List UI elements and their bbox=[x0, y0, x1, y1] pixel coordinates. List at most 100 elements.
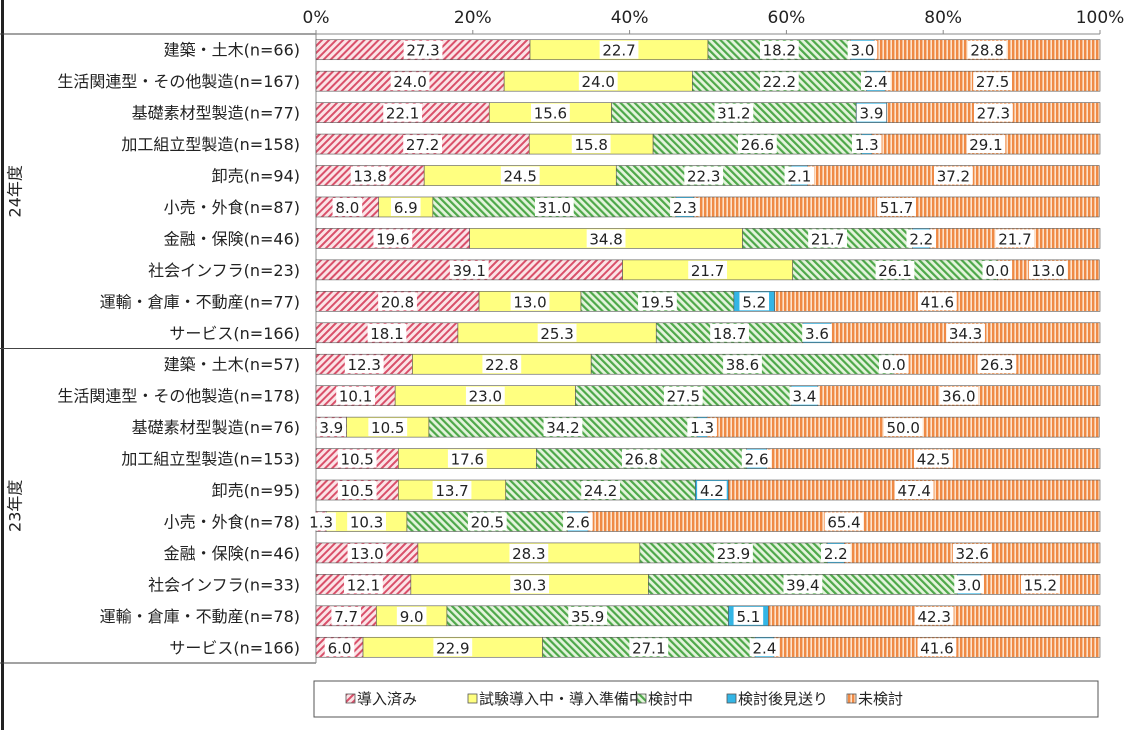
data-label-bg bbox=[332, 197, 363, 216]
data-label: 18.1 bbox=[370, 325, 403, 343]
data-label-bg bbox=[581, 481, 620, 500]
legend-swatch bbox=[636, 693, 647, 704]
data-label: 32.6 bbox=[956, 545, 989, 563]
data-label-bg bbox=[939, 386, 979, 405]
data-label-bg bbox=[741, 449, 772, 468]
x-tick-label: 60% bbox=[768, 8, 806, 28]
data-label-bg bbox=[571, 135, 611, 154]
legend-item: 検討後見送り bbox=[726, 690, 828, 708]
data-label-bg bbox=[350, 166, 390, 185]
bar-row: 22.1 15.6 31.2 3.9 27.3 bbox=[315, 102, 1101, 123]
data-label-bg bbox=[894, 481, 934, 500]
data-label: 41.6 bbox=[920, 639, 953, 657]
data-label: 3.0 bbox=[957, 576, 981, 594]
bar-row: 1.3 10.3 20.5 2.6 65.4 bbox=[306, 511, 1101, 532]
data-label: 21.7 bbox=[998, 230, 1031, 248]
data-label-bg bbox=[621, 449, 661, 468]
data-label-bg bbox=[510, 292, 550, 311]
data-label: 9.0 bbox=[400, 608, 424, 626]
data-label: 15.6 bbox=[534, 105, 567, 123]
data-label-bg bbox=[879, 355, 909, 374]
data-label-bg bbox=[917, 292, 957, 311]
data-label-bg bbox=[714, 103, 754, 122]
legend-label: 検討中 bbox=[648, 690, 693, 708]
data-label: 21.7 bbox=[691, 262, 724, 280]
data-label: 18.7 bbox=[713, 325, 746, 343]
data-label-bg bbox=[347, 543, 387, 562]
data-label-bg bbox=[697, 481, 727, 500]
category-label: 基礎素材型製造(n=77) bbox=[132, 104, 300, 123]
data-label: 15.2 bbox=[1024, 576, 1057, 594]
data-label-bg bbox=[638, 292, 677, 311]
data-label-bg bbox=[759, 40, 799, 59]
category-label: 加工組立型製造(n=158) bbox=[121, 135, 300, 154]
data-label: 65.4 bbox=[827, 513, 860, 531]
data-label: 26.3 bbox=[980, 356, 1013, 374]
data-label-bg bbox=[344, 355, 384, 374]
category-label: サービス(n=166) bbox=[169, 324, 300, 343]
bar-row: 27.2 15.8 26.6 1.3 29.1 bbox=[315, 133, 1101, 155]
data-label: 22.2 bbox=[763, 73, 796, 91]
bar-row: 6.0 22.9 27.1 2.4 41.6 bbox=[315, 636, 1101, 658]
data-label: 31.2 bbox=[717, 105, 750, 123]
data-label: 51.7 bbox=[880, 199, 913, 217]
data-label: 28.8 bbox=[970, 42, 1003, 60]
data-label: 24.2 bbox=[584, 482, 617, 500]
bar-row: 19.6 34.8 21.7 2.2 21.7 bbox=[315, 228, 1101, 249]
bar-row: 20.8 13.0 19.5 5.2 41.6 bbox=[315, 291, 1101, 312]
legend-label: 検討後見送り bbox=[738, 690, 828, 708]
data-label: 17.6 bbox=[451, 451, 484, 469]
data-label-bg bbox=[860, 72, 891, 91]
legend-item: 導入済み bbox=[345, 690, 417, 708]
data-label-bg bbox=[982, 260, 1013, 279]
data-label-bg bbox=[875, 260, 915, 279]
data-label-bg bbox=[973, 72, 1012, 91]
data-label: 31.0 bbox=[538, 199, 571, 217]
data-label-bg bbox=[1021, 575, 1060, 594]
category-label: 生活関連型・その他製造(n=178) bbox=[57, 387, 300, 406]
data-label: 22.8 bbox=[485, 356, 518, 374]
data-label: 12.3 bbox=[348, 356, 381, 374]
data-label: 39.1 bbox=[453, 262, 486, 280]
data-label-bg bbox=[432, 481, 472, 500]
data-label-bg bbox=[465, 386, 505, 405]
data-label: 6.9 bbox=[394, 199, 418, 217]
data-label: 26.6 bbox=[741, 136, 774, 154]
bar-row: 7.7 9.0 35.9 5.1 42.3 bbox=[315, 605, 1101, 627]
data-label-bg bbox=[337, 481, 377, 500]
data-label-bg bbox=[578, 72, 618, 91]
data-label: 29.1 bbox=[969, 136, 1002, 154]
data-label-bg bbox=[403, 135, 443, 154]
data-label: 24.0 bbox=[393, 73, 426, 91]
data-label-bg bbox=[563, 512, 593, 531]
category-label: 金融・保険(n=46) bbox=[164, 544, 300, 563]
data-label-bg bbox=[368, 418, 408, 437]
category-label: 運輸・倉庫・不動産(n=78) bbox=[100, 607, 300, 626]
data-label-bg bbox=[808, 229, 847, 248]
chart-frame: 24年度 23年度 bbox=[0, 0, 316, 730]
data-label-bg bbox=[500, 166, 540, 185]
data-label: 27.1 bbox=[632, 639, 665, 657]
data-label: 39.4 bbox=[786, 576, 819, 594]
data-label-bg bbox=[877, 197, 916, 216]
data-label-bg bbox=[390, 197, 421, 216]
data-label: 13.0 bbox=[513, 293, 546, 311]
data-label-bg bbox=[946, 323, 985, 342]
category-label: 社会インフラ(n=33) bbox=[148, 575, 300, 594]
legend-swatch bbox=[726, 693, 737, 704]
data-label-bg bbox=[433, 638, 473, 657]
data-label: 2.4 bbox=[753, 639, 777, 657]
bar-row: 13.0 28.3 23.9 2.2 32.6 bbox=[315, 542, 1101, 564]
data-label-bg bbox=[543, 418, 583, 437]
data-label: 10.5 bbox=[340, 451, 373, 469]
data-label: 25.3 bbox=[540, 325, 573, 343]
category-label: 運輸・倉庫・不動産(n=77) bbox=[100, 292, 300, 311]
data-label: 27.2 bbox=[406, 136, 439, 154]
data-label-bg bbox=[820, 543, 851, 562]
bar-row: 8.0 6.9 31.0 2.3 51.7 bbox=[315, 196, 1100, 218]
category-label: 加工組立型製造(n=153) bbox=[121, 450, 300, 469]
data-label-bg bbox=[306, 512, 336, 531]
data-label-bg bbox=[447, 449, 487, 468]
data-label-bg bbox=[568, 606, 608, 625]
data-label-bg bbox=[847, 40, 878, 59]
